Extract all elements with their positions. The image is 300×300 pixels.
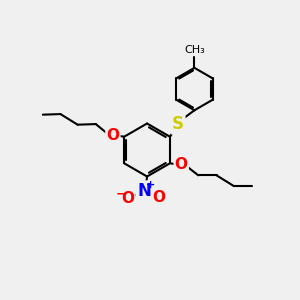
Text: O: O [175, 157, 188, 172]
Text: CH₃: CH₃ [184, 45, 205, 55]
Text: O: O [122, 191, 134, 206]
Text: +: + [146, 180, 155, 190]
Text: N: N [137, 182, 151, 200]
Text: O: O [106, 128, 119, 143]
Text: O: O [152, 190, 165, 205]
Text: S: S [172, 116, 184, 134]
Text: −: − [116, 187, 127, 200]
